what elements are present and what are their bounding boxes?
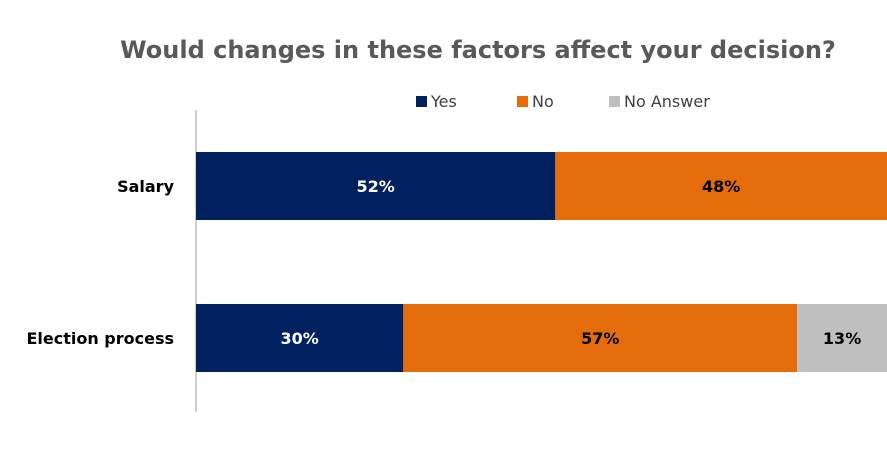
category-label-election-process: Election process <box>26 329 174 348</box>
legend-swatch-no-answer <box>609 96 620 107</box>
legend-label-yes: Yes <box>430 92 457 111</box>
data-label-salary-yes: 52% <box>357 177 395 196</box>
legend: Yes No No Answer <box>416 92 710 111</box>
data-label-salary-no: 48% <box>702 177 740 196</box>
legend-swatch-yes <box>416 96 427 107</box>
legend-swatch-no <box>517 96 528 107</box>
legend-label-no: No <box>532 92 554 111</box>
legend-label-no-answer: No Answer <box>624 92 710 111</box>
data-label-election-process-yes: 30% <box>281 329 319 348</box>
bar-election-process-yes <box>196 304 404 372</box>
data-label-election-process-no-answer: 13% <box>823 329 861 348</box>
bars: 52% 48% 30% 57% 13% <box>196 152 887 372</box>
category-label-salary: Salary <box>117 177 174 196</box>
bar-salary-yes <box>196 152 556 220</box>
chart-title: Would changes in these factors affect yo… <box>120 36 836 64</box>
bar-salary-no <box>555 152 887 220</box>
bar-election-process-no <box>403 304 798 372</box>
category-labels: Salary Election process <box>26 177 174 348</box>
bar-election-process-no-answer <box>797 304 887 372</box>
data-label-election-process-no: 57% <box>581 329 619 348</box>
